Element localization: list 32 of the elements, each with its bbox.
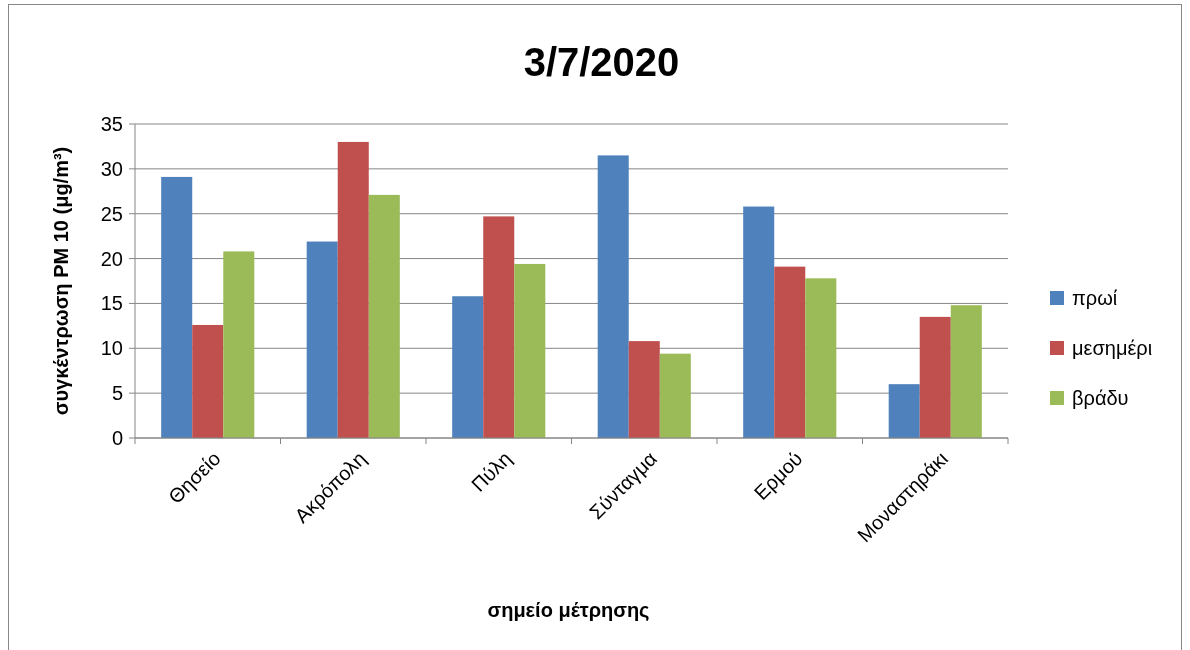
- x-axis-title: σημείο μέτρησης: [487, 599, 650, 621]
- bar: [805, 278, 837, 438]
- bar: [452, 296, 484, 438]
- bar: [659, 353, 691, 438]
- y-tick-label: 30: [100, 157, 123, 180]
- bar: [950, 305, 982, 438]
- bar: [919, 316, 951, 438]
- legend-label: πρωί: [1072, 287, 1118, 309]
- y-tick-label: 20: [100, 247, 123, 270]
- bar: [888, 384, 920, 438]
- bar: [483, 216, 515, 438]
- y-tick-label: 15: [100, 292, 123, 315]
- y-tick-label: 25: [100, 202, 123, 225]
- bar: [514, 263, 546, 438]
- bar: [337, 141, 369, 438]
- bar: [192, 324, 224, 438]
- y-tick-label: 0: [111, 427, 123, 449]
- y-tick-label: 5: [111, 382, 123, 405]
- bar: [306, 241, 338, 438]
- y-tick-label: 35: [100, 113, 123, 135]
- bar: [597, 155, 629, 438]
- y-tick-label: 10: [100, 337, 123, 360]
- bar: [223, 251, 255, 438]
- y-axis-title: συγκέντρωση PM 10 (μg/m³): [50, 146, 72, 416]
- bar: [774, 266, 806, 438]
- chart-title: 3/7/2020: [523, 40, 680, 84]
- legend-label: μεσημέρι: [1072, 337, 1153, 359]
- bar: [161, 176, 193, 438]
- legend-label: βράδυ: [1072, 387, 1129, 409]
- bar: [368, 194, 400, 438]
- bar: [628, 341, 660, 438]
- bar: [743, 206, 775, 438]
